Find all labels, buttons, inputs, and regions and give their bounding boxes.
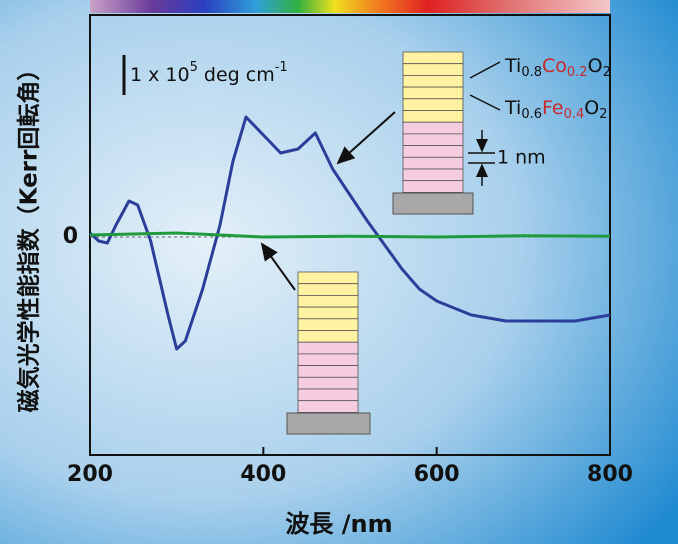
layer xyxy=(403,169,463,181)
layer xyxy=(298,342,358,354)
layer xyxy=(298,319,358,331)
layer xyxy=(298,295,358,307)
layer-label: Ti0.6Fe0.4O2 xyxy=(504,97,608,122)
chart: 波長 /nm 磁気光学性能指数（Kerr回転角） 1 x 105 deg cm-… xyxy=(0,0,678,544)
layer xyxy=(403,111,463,123)
layer xyxy=(403,157,463,169)
layer xyxy=(298,331,358,343)
layer xyxy=(298,354,358,366)
layer-label: Ti0.8Co0.2O2 xyxy=(504,55,611,80)
layer xyxy=(403,99,463,111)
layer xyxy=(298,401,358,413)
scale-bar-label: 1 x 105 deg cm-1 xyxy=(130,60,288,86)
x-tick-label: 200 xyxy=(67,462,113,487)
layer xyxy=(298,284,358,296)
substrate xyxy=(287,413,370,434)
thickness-label: 1 nm xyxy=(497,147,546,169)
layer xyxy=(403,146,463,158)
x-tick-label: 800 xyxy=(587,462,633,487)
layer xyxy=(298,272,358,284)
layer xyxy=(298,389,358,401)
layer xyxy=(403,64,463,76)
y-tick-label: 0 xyxy=(63,224,78,249)
x-axis-label: 波長 /nm xyxy=(285,510,392,538)
x-tick-label: 400 xyxy=(240,462,286,487)
y-axis-label: 磁気光学性能指数（Kerr回転角） xyxy=(16,58,43,413)
layer xyxy=(403,52,463,64)
layer xyxy=(403,122,463,134)
layer xyxy=(403,75,463,87)
layer xyxy=(298,307,358,319)
spectrum-bar xyxy=(90,0,610,13)
x-tick-label: 600 xyxy=(414,462,460,487)
layer xyxy=(298,366,358,378)
layer xyxy=(298,377,358,389)
layer xyxy=(403,87,463,99)
layer xyxy=(403,181,463,193)
substrate xyxy=(393,193,473,214)
layer xyxy=(403,134,463,146)
